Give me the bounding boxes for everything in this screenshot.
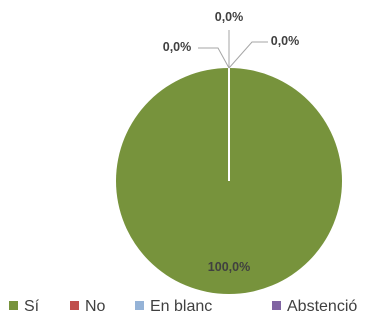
legend-item-2: No: [70, 298, 106, 315]
legend-label: Abstenció: [287, 298, 357, 315]
data-label-2: 0,0%: [215, 10, 244, 24]
legend-swatch: [9, 301, 18, 310]
leader-line-2: [198, 47, 230, 69]
legend-swatch: [272, 301, 281, 310]
legend-label: En blanc: [150, 298, 212, 315]
legend-label: Sí: [24, 298, 40, 315]
legend-item-3: En blanc: [135, 298, 212, 315]
data-label-3: 0,0%: [163, 40, 192, 54]
data-label-4: 0,0%: [271, 34, 300, 48]
legend-swatch: [70, 301, 79, 310]
legend-swatch: [135, 301, 144, 310]
legend-item-1: Sí: [9, 298, 40, 315]
legend-item-4: Abstenció: [272, 298, 357, 315]
legend-label: No: [85, 298, 106, 315]
data-label-1: 100,0%: [208, 260, 250, 274]
leader-line-3: [228, 41, 268, 69]
